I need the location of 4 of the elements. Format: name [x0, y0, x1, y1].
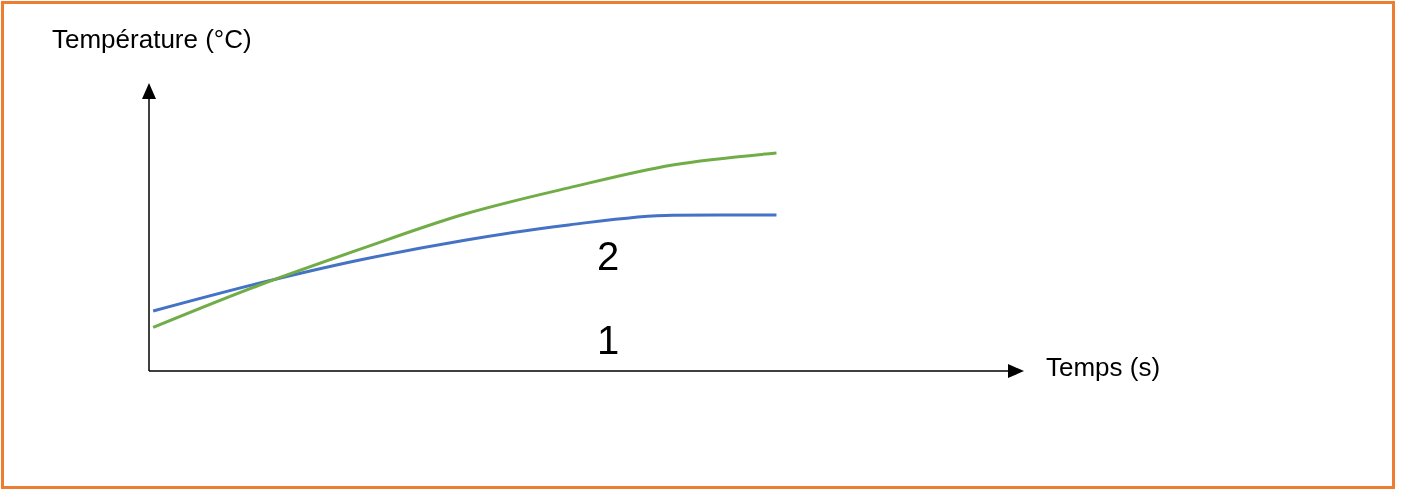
y-axis-title: Température (°C) [52, 24, 252, 55]
x-axis-title: Temps (s) [1046, 352, 1161, 383]
annotation: 1 [597, 318, 620, 363]
annotation: 2 [597, 234, 620, 279]
